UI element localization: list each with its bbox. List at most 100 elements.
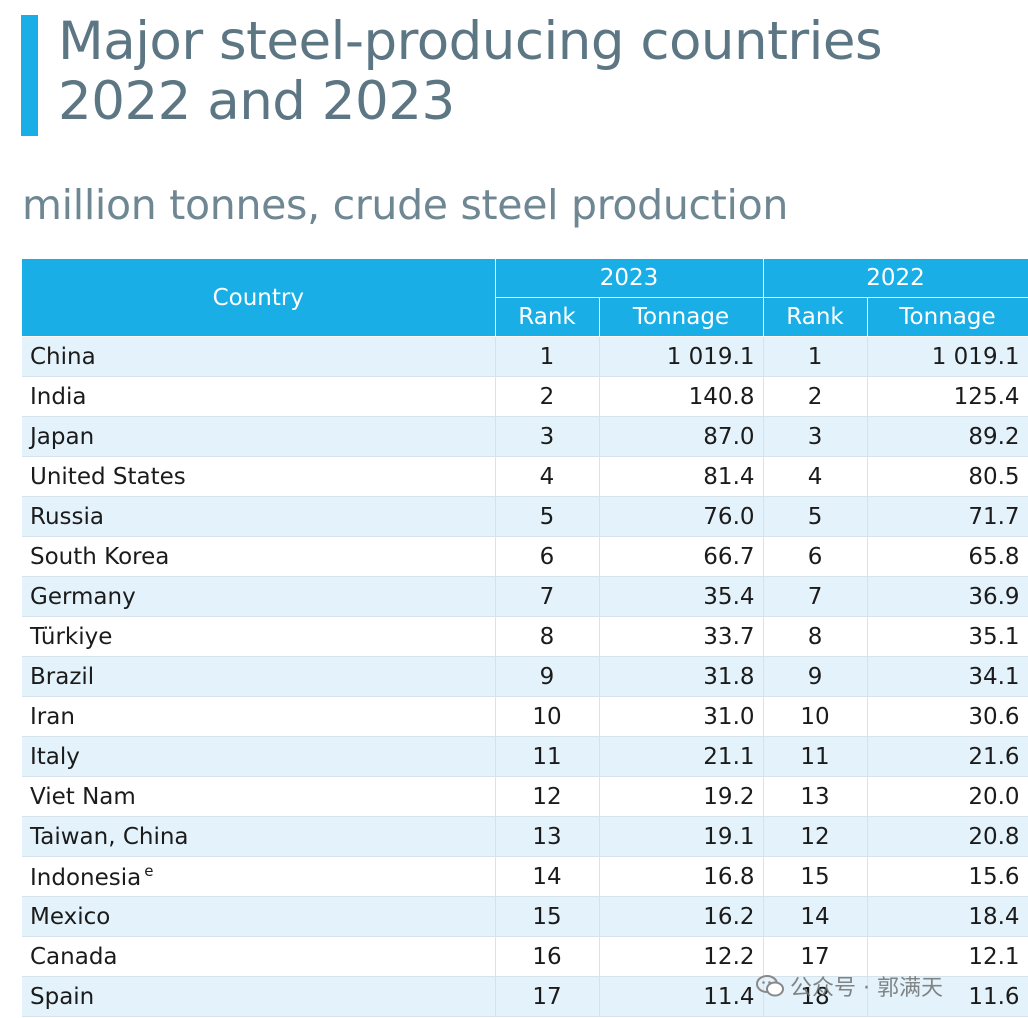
cell-country: United States	[22, 456, 496, 497]
cell-tonnage-2023: 19.1	[599, 816, 764, 857]
cell-tonnage-2022: 36.9	[867, 576, 1028, 617]
table-row: Iran 10 31.0 10 30.6	[22, 696, 1028, 737]
cell-tonnage-2022: 12.1	[867, 936, 1028, 977]
cell-country: Russia	[22, 496, 496, 537]
cell-tonnage-2023: 66.7	[599, 536, 764, 577]
table-row: Italy 11 21.1 11 21.6	[22, 736, 1028, 777]
cell-rank-2023: 17	[495, 976, 600, 1017]
cell-rank-2022: 2	[763, 376, 868, 417]
cell-rank-2022: 12	[763, 816, 868, 857]
table-row: Canada 16 12.2 17 12.1	[22, 936, 1028, 977]
country-name: Japan	[30, 423, 95, 450]
header-year-2023: 2023	[495, 259, 764, 298]
cell-tonnage-2022: 11.6	[867, 976, 1028, 1017]
cell-rank-2023: 5	[495, 496, 600, 537]
table-row: India 2 140.8 2 125.4	[22, 376, 1028, 417]
steel-production-table: Country 2023 2022 Rank Tonnage Rank Tonn…	[22, 259, 1028, 1017]
cell-tonnage-2023: 76.0	[599, 496, 764, 537]
country-name: United States	[30, 463, 186, 490]
cell-tonnage-2023: 16.8	[599, 856, 764, 897]
table-row: South Korea 6 66.7 6 65.8	[22, 536, 1028, 577]
country-name: China	[30, 343, 96, 370]
page-title: Major steel-producing countries 2022 and…	[58, 11, 883, 132]
cell-country: South Korea	[22, 536, 496, 577]
cell-country: Spain	[22, 976, 496, 1017]
country-name: Viet Nam	[30, 783, 136, 810]
cell-rank-2023: 16	[495, 936, 600, 977]
cell-country: Brazil	[22, 656, 496, 697]
cell-rank-2022: 9	[763, 656, 868, 697]
header-tonnage-2023: Tonnage	[599, 297, 764, 337]
cell-rank-2022: 5	[763, 496, 868, 537]
cell-country: Viet Nam	[22, 776, 496, 817]
cell-rank-2023: 10	[495, 696, 600, 737]
page-subtitle: million tonnes, crude steel production	[22, 181, 789, 229]
cell-rank-2022: 13	[763, 776, 868, 817]
table-body: China 1 1 019.1 1 1 019.1 India 2 140.8 2 125.4 Ja…	[22, 336, 1028, 1017]
cell-country: Germany	[22, 576, 496, 617]
cell-rank-2023: 15	[495, 896, 600, 937]
cell-tonnage-2022: 20.0	[867, 776, 1028, 817]
cell-tonnage-2022: 30.6	[867, 696, 1028, 737]
country-name: Germany	[30, 583, 136, 610]
table-row: Brazil 9 31.8 9 34.1	[22, 656, 1028, 697]
country-name: Russia	[30, 503, 104, 530]
cell-country: India	[22, 376, 496, 417]
cell-rank-2023: 14	[495, 856, 600, 897]
cell-tonnage-2023: 87.0	[599, 416, 764, 457]
title-accent-bar	[21, 15, 38, 136]
table-row: Mexico 15 16.2 14 18.4	[22, 896, 1028, 937]
cell-rank-2022: 7	[763, 576, 868, 617]
header-tonnage-2022: Tonnage	[867, 297, 1028, 337]
country-name: Taiwan, China	[30, 823, 189, 850]
cell-tonnage-2023: 11.4	[599, 976, 764, 1017]
cell-tonnage-2022: 35.1	[867, 616, 1028, 657]
table-row: Türkiye 8 33.7 8 35.1	[22, 616, 1028, 657]
cell-country: Japan	[22, 416, 496, 457]
cell-tonnage-2023: 12.2	[599, 936, 764, 977]
table-row: Spain 17 11.4 18 11.6	[22, 976, 1028, 1017]
cell-rank-2022: 1	[763, 336, 868, 377]
cell-rank-2022: 10	[763, 696, 868, 737]
table-row: Germany 7 35.4 7 36.9	[22, 576, 1028, 617]
cell-rank-2023: 2	[495, 376, 600, 417]
cell-rank-2023: 8	[495, 616, 600, 657]
cell-country: Indonesia e	[22, 856, 496, 897]
table-row: United States 4 81.4 4 80.5	[22, 456, 1028, 497]
country-name: Indonesia	[30, 865, 142, 891]
table-row: Indonesia e 14 16.8 15 15.6	[22, 856, 1028, 897]
cell-tonnage-2022: 15.6	[867, 856, 1028, 897]
cell-tonnage-2023: 16.2	[599, 896, 764, 937]
cell-rank-2022: 8	[763, 616, 868, 657]
cell-tonnage-2023: 1 019.1	[599, 336, 764, 377]
table-row: Japan 3 87.0 3 89.2	[22, 416, 1028, 457]
cell-rank-2022: 6	[763, 536, 868, 577]
cell-rank-2023: 6	[495, 536, 600, 577]
cell-rank-2023: 13	[495, 816, 600, 857]
country-name: South Korea	[30, 543, 170, 570]
footnote-marker: e	[144, 862, 154, 880]
cell-rank-2023: 9	[495, 656, 600, 697]
cell-rank-2023: 7	[495, 576, 600, 617]
cell-tonnage-2022: 1 019.1	[867, 336, 1028, 377]
cell-country: Türkiye	[22, 616, 496, 657]
title-line-1: Major steel-producing countries	[58, 11, 883, 72]
cell-rank-2023: 3	[495, 416, 600, 457]
country-name: India	[30, 383, 87, 410]
country-name: Spain	[30, 983, 95, 1010]
cell-country: Iran	[22, 696, 496, 737]
cell-rank-2022: 3	[763, 416, 868, 457]
cell-country: Canada	[22, 936, 496, 977]
header-country: Country	[22, 259, 496, 337]
cell-tonnage-2022: 34.1	[867, 656, 1028, 697]
cell-country: Taiwan, China	[22, 816, 496, 857]
cell-tonnage-2023: 21.1	[599, 736, 764, 777]
cell-tonnage-2023: 19.2	[599, 776, 764, 817]
cell-rank-2022: 17	[763, 936, 868, 977]
cell-rank-2023: 1	[495, 336, 600, 377]
cell-rank-2023: 4	[495, 456, 600, 497]
cell-tonnage-2023: 140.8	[599, 376, 764, 417]
cell-tonnage-2022: 20.8	[867, 816, 1028, 857]
cell-country: China	[22, 336, 496, 377]
cell-tonnage-2023: 33.7	[599, 616, 764, 657]
